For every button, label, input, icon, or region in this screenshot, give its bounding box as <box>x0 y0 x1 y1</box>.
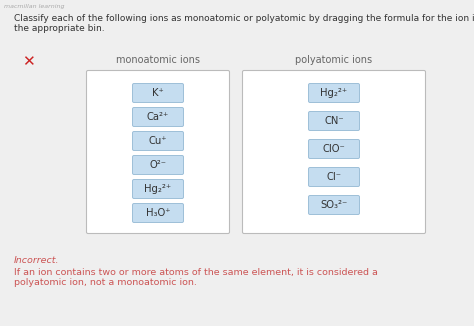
Text: H₃O⁺: H₃O⁺ <box>146 208 170 218</box>
Text: polyatomic ions: polyatomic ions <box>295 55 373 65</box>
FancyBboxPatch shape <box>309 111 359 130</box>
Text: macmillan learning: macmillan learning <box>4 4 64 9</box>
Text: monoatomic ions: monoatomic ions <box>116 55 200 65</box>
Text: ✕: ✕ <box>22 54 35 69</box>
Text: polyatomic ion, not a monoatomic ion.: polyatomic ion, not a monoatomic ion. <box>14 278 197 287</box>
Text: Cl⁻: Cl⁻ <box>327 172 341 182</box>
FancyBboxPatch shape <box>243 70 426 233</box>
Text: Cu⁺: Cu⁺ <box>149 136 167 146</box>
Text: Incorrect.: Incorrect. <box>14 256 60 265</box>
Text: CN⁻: CN⁻ <box>324 116 344 126</box>
FancyBboxPatch shape <box>133 83 183 102</box>
FancyBboxPatch shape <box>133 180 183 199</box>
Text: ClO⁻: ClO⁻ <box>323 144 346 154</box>
FancyBboxPatch shape <box>309 168 359 186</box>
Text: Classify each of the following ions as monoatomic or polyatomic by dragging the : Classify each of the following ions as m… <box>14 14 474 23</box>
Text: K⁺: K⁺ <box>152 88 164 98</box>
FancyBboxPatch shape <box>133 131 183 151</box>
FancyBboxPatch shape <box>133 203 183 223</box>
FancyBboxPatch shape <box>309 196 359 215</box>
Text: Hg₂²⁺: Hg₂²⁺ <box>320 88 347 98</box>
FancyBboxPatch shape <box>86 70 229 233</box>
Text: the appropriate bin.: the appropriate bin. <box>14 24 105 33</box>
Text: Ca²⁺: Ca²⁺ <box>147 112 169 122</box>
Text: O²⁻: O²⁻ <box>149 160 166 170</box>
FancyBboxPatch shape <box>309 83 359 102</box>
Text: SO₃²⁻: SO₃²⁻ <box>320 200 347 210</box>
FancyBboxPatch shape <box>309 140 359 158</box>
Text: Hg₂²⁺: Hg₂²⁺ <box>145 184 172 194</box>
Text: If an ion contains two or more atoms of the same element, it is considered a: If an ion contains two or more atoms of … <box>14 268 378 277</box>
FancyBboxPatch shape <box>133 108 183 126</box>
FancyBboxPatch shape <box>133 156 183 174</box>
